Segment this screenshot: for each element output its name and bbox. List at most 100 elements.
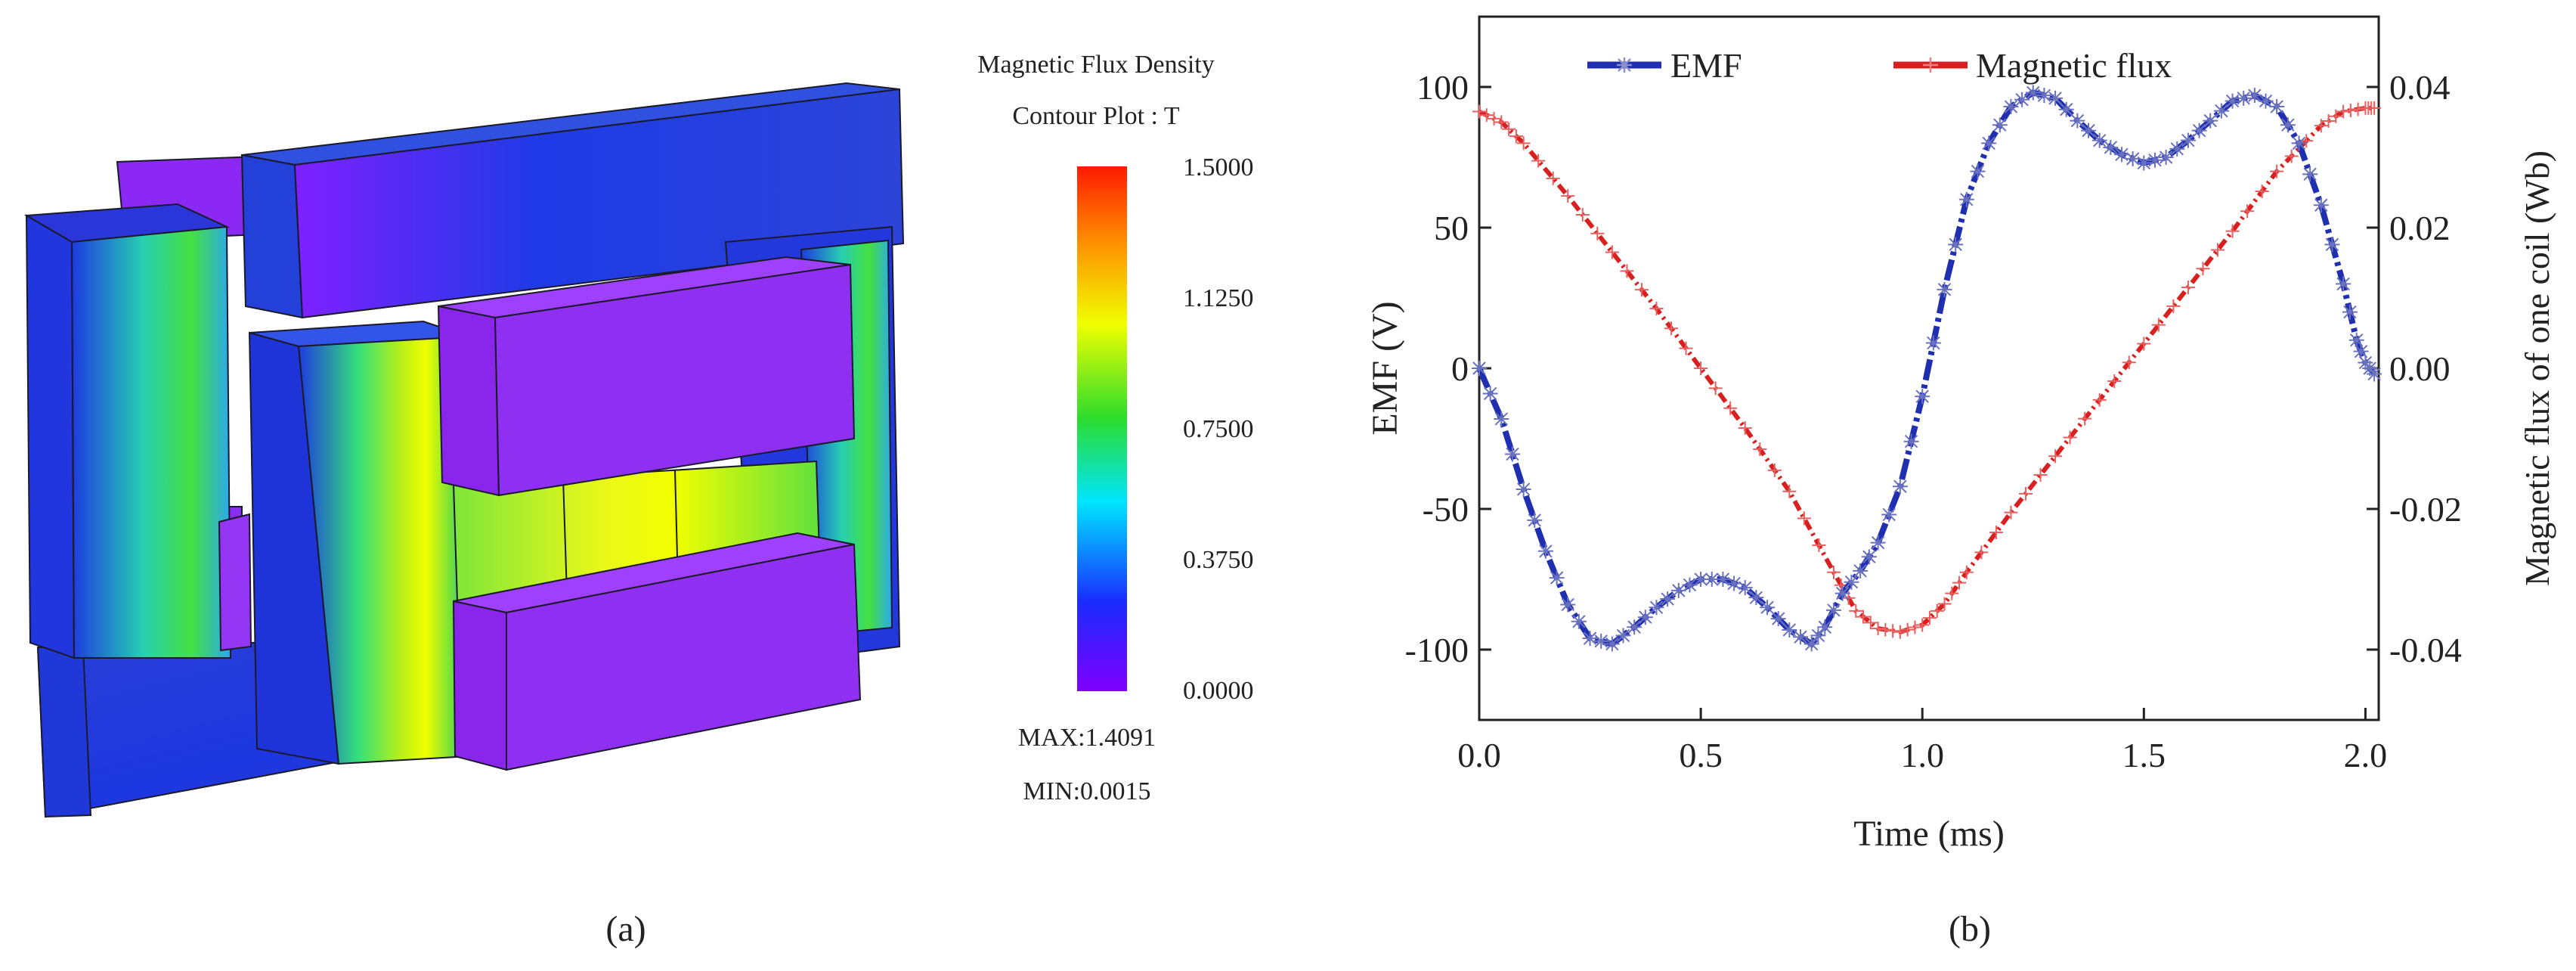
emf-point	[2302, 166, 2318, 182]
x-tick-label: 2.0	[2344, 736, 2388, 774]
emf-point	[1604, 636, 1620, 652]
flux-point	[2078, 411, 2092, 426]
flux-point	[1620, 264, 1634, 278]
emf-point	[2291, 135, 2307, 151]
flux-point	[1812, 538, 1826, 553]
emf-point	[2203, 113, 2218, 129]
emf-point	[2258, 93, 2274, 109]
emf-point	[1793, 629, 1808, 645]
y2-tick-label: 0.04	[2389, 68, 2451, 107]
legend-flux-label: Magnetic flux	[1976, 46, 2172, 85]
emf-point	[1670, 582, 1686, 598]
flux-point	[1782, 484, 1797, 498]
emf-point	[1627, 619, 1643, 635]
emf-point	[2367, 366, 2382, 382]
emf-point	[1958, 191, 1974, 207]
x-tick-label: 1.0	[1900, 736, 1944, 774]
flux-point	[1679, 341, 1693, 355]
emf-point	[2280, 117, 2296, 133]
emf-point	[1726, 575, 1742, 591]
emf-point	[2003, 99, 2019, 115]
emf-point	[1981, 135, 1997, 151]
emf-point	[1516, 481, 1531, 497]
flux-point	[2284, 149, 2299, 163]
fem-model-illustration	[23, 82, 905, 818]
colorbar-tick-label: 1.1250	[1183, 284, 1254, 312]
emf-point	[1804, 636, 1819, 652]
y2-tick-label: 0.00	[2389, 349, 2451, 388]
emf-point	[1834, 585, 1850, 601]
flux-point	[1738, 421, 1752, 436]
emf-point	[2191, 123, 2207, 138]
legend-emf-marker	[1617, 57, 1632, 73]
flux-point	[1694, 361, 1708, 375]
emf-point	[1760, 600, 1776, 616]
emf-point	[1537, 543, 1553, 559]
colorbar-title-line2: Contour Plot : T	[1012, 102, 1180, 130]
flux-point	[1922, 611, 1937, 625]
emf-point	[1881, 507, 1897, 523]
flux-point	[2018, 486, 2033, 501]
flux-point	[2240, 204, 2255, 219]
y2-axis-label: Magnetic flux of one coil (Wb)	[2518, 150, 2556, 586]
flux-point	[1634, 283, 1649, 297]
flux-point	[2181, 281, 2195, 295]
emf-point	[2348, 332, 2364, 348]
flux-point	[2225, 224, 2240, 238]
flux-point	[2367, 101, 2382, 115]
emf-point	[1782, 622, 1797, 638]
emf-point	[2091, 132, 2107, 148]
emf-point	[2158, 150, 2174, 165]
flux-point	[1930, 603, 1944, 618]
emf-point	[2246, 88, 2262, 104]
emf-point	[1682, 577, 1698, 593]
emf-point	[1948, 237, 1964, 253]
emf-point	[2225, 93, 2240, 109]
flux-point	[1605, 245, 1619, 259]
colorbar-max-label: MAX:1.4091	[1018, 724, 1156, 752]
flux-point	[1878, 622, 1893, 637]
emf-point	[1903, 433, 1919, 449]
emf-point	[1737, 580, 1753, 596]
emf-point	[2014, 92, 2030, 107]
emf-point	[2358, 355, 2373, 371]
emf-point	[1992, 117, 2008, 133]
flux-point	[1494, 115, 1509, 129]
emf-flux-chart: 0.0 0.5 1.0 1.5 2.0 100 50 0 -50 -100 0.04 0.02 0.…	[1365, 15, 2556, 854]
emf-point	[2147, 152, 2163, 168]
flux-point	[2314, 119, 2328, 133]
flux-point	[1826, 565, 1841, 579]
emf-series-line	[1476, 89, 2377, 648]
y2-tick-label: 0.02	[2389, 209, 2451, 247]
flux-point	[1937, 597, 1952, 611]
emf-point	[1637, 610, 1653, 625]
flux-point	[2004, 505, 2018, 520]
flux-point	[2151, 318, 2166, 332]
emf-point	[2136, 155, 2152, 171]
flux-point	[1863, 616, 1878, 630]
flux-point	[1664, 321, 1679, 336]
flux-point	[2033, 468, 2048, 482]
flux-point	[2255, 184, 2269, 198]
flux-point	[1952, 575, 1967, 590]
flux-point	[2122, 355, 2136, 370]
flux-point	[1472, 104, 1486, 119]
flux-point	[1649, 301, 1664, 315]
flux-point	[2351, 102, 2365, 116]
emf-point	[2362, 361, 2378, 376]
emf-point	[1660, 591, 1676, 607]
flux-point	[1908, 620, 1922, 634]
flux-point	[1502, 122, 1516, 136]
flux-point	[1945, 586, 1959, 600]
emf-point	[1571, 613, 1587, 629]
flux-point	[1753, 442, 1767, 456]
flux-point	[1849, 603, 1863, 618]
emf-point	[2058, 101, 2074, 117]
flux-point	[1708, 381, 1723, 396]
colorbar-title-line1: Magnetic Flux Density	[977, 51, 1215, 79]
emf-point	[1704, 572, 1720, 587]
emf-point	[2025, 85, 2041, 101]
legend-flux-marker	[1923, 57, 1938, 73]
emf-point	[1870, 535, 1886, 551]
